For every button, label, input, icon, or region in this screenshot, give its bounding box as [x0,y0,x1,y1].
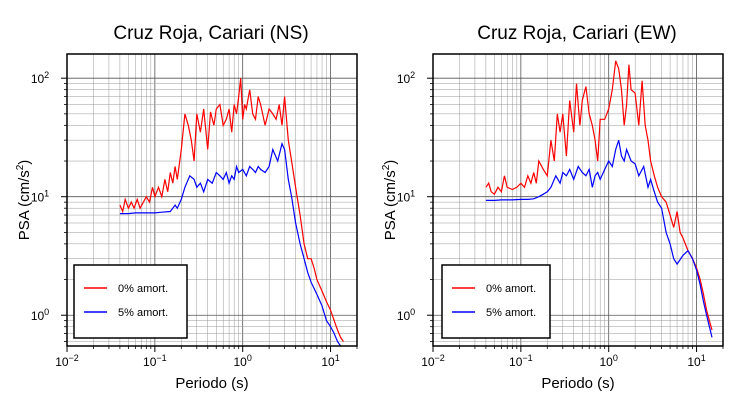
legend-box [441,264,551,339]
series-line-0 [485,60,713,331]
x-tick-label: 100 [234,353,252,369]
legend-label-0: 0% amort. [118,283,168,295]
x-tick-label: 100 [600,353,618,369]
x-tick-label: 101 [321,353,339,369]
legend-label-0: 0% amort. [486,283,536,295]
series-line-1 [119,141,342,346]
y-tick-label: 102 [31,70,49,86]
x-tick-label: 10−2 [55,353,79,369]
plot-frame [432,53,724,347]
y-tick-label: 101 [31,189,49,205]
legend: 0% amort. 5% amort. [73,264,188,339]
series-line-0 [119,78,344,342]
y-tick-label: 102 [397,70,415,86]
x-tick-label: 10−2 [421,353,445,369]
series-group [485,60,713,338]
x-tick-label: 10−1 [509,353,533,369]
legend-label-1: 5% amort. [486,307,536,319]
plot-frame [66,53,358,347]
legend: 0% amort. 5% amort. [441,264,551,339]
chart-title: Cruz Roja, Cariari (NS) [113,23,308,44]
y-tick-label: 101 [397,189,415,205]
chart-panel-1: 10−2 10−1 100 101 100 101 102 Cruz Roja, Cariar… [381,23,724,392]
series-line-1 [485,140,713,338]
y-tick-label: 100 [31,307,49,323]
grid [66,54,358,346]
chart-title: Cruz Roja, Cariari (EW) [477,23,677,44]
y-axis-label: PSA (cm/s2) [381,160,399,241]
y-axis-label: PSA (cm/s2) [15,160,33,241]
chart-panel-0: 10−2 10−1 100 101 100 101 102 Cruz Roja, Cariar… [15,23,358,392]
legend-box [73,264,188,339]
x-axis-label: Periodo (s) [541,375,614,392]
x-tick-label: 10−1 [143,353,167,369]
x-tick-label: 101 [687,353,705,369]
x-axis-label: Periodo (s) [175,375,248,392]
series-group [119,78,344,346]
y-tick-label: 100 [397,307,415,323]
legend-label-1: 5% amort. [118,307,168,319]
